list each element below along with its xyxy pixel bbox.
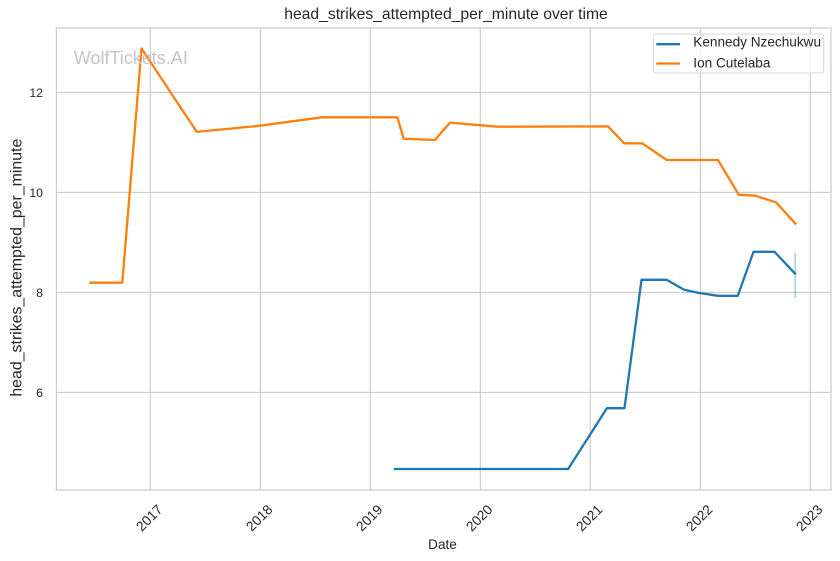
svg-text:head_strikes_attempted_per_min: head_strikes_attempted_per_minute over t… [284, 6, 608, 23]
svg-text:10: 10 [29, 186, 43, 200]
svg-text:WolfTickets.AI: WolfTickets.AI [74, 48, 188, 68]
svg-text:12: 12 [29, 86, 43, 100]
svg-text:Ion Cutelaba: Ion Cutelaba [693, 56, 771, 71]
svg-text:Kennedy Nzechukwu: Kennedy Nzechukwu [693, 34, 821, 49]
svg-text:Date: Date [428, 537, 457, 552]
svg-text:8: 8 [36, 286, 43, 300]
svg-text:6: 6 [36, 386, 43, 400]
svg-text:head_strikes_attempted_per_min: head_strikes_attempted_per_minute [9, 139, 26, 397]
